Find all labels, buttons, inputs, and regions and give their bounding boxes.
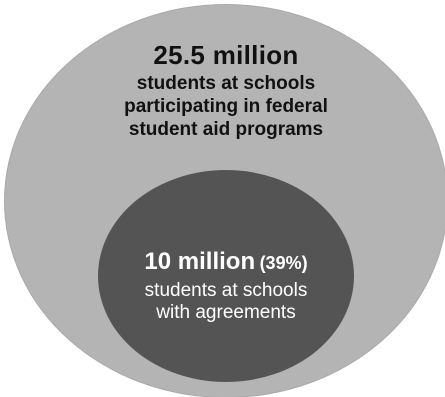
outer-value: 25.5 million <box>153 40 299 70</box>
inner-percent: (39%) <box>259 253 308 273</box>
inner-description-line: with agreements <box>156 302 296 323</box>
nested-circle-diagram: 25.5 million students at schools partici… <box>5 5 445 397</box>
inner-description: students at schools with agreements <box>98 280 354 324</box>
inner-circle <box>98 170 354 382</box>
outer-description: students at schools participating in fed… <box>40 72 412 141</box>
outer-description-line: students at schools <box>136 73 316 94</box>
inner-headline: 10 million (39%) <box>98 248 354 279</box>
inner-circle-label: 10 million (39%) students at schools wit… <box>98 248 354 324</box>
inner-value: 10 million <box>144 248 256 275</box>
inner-description-line: students at schools <box>144 280 308 301</box>
outer-circle-label: 25.5 million students at schools partici… <box>40 40 412 141</box>
outer-description-line: participating in federal <box>124 96 328 117</box>
outer-description-line: student aid programs <box>128 119 324 140</box>
